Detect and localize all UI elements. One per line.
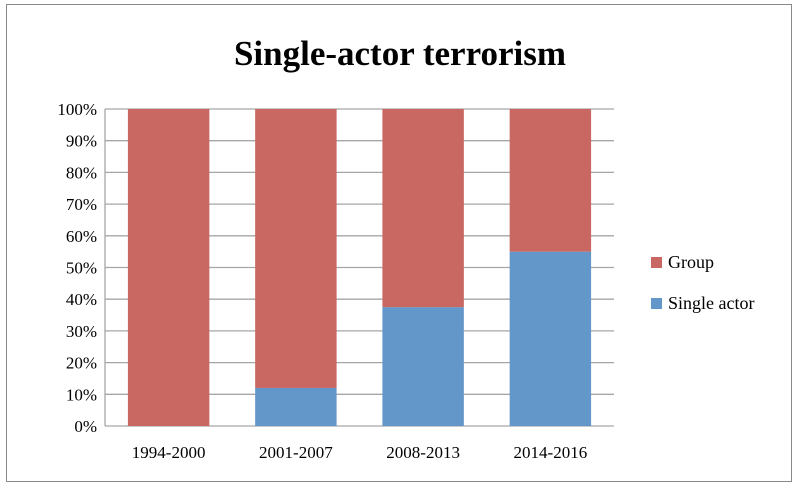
chart-frame: [6, 4, 792, 482]
legend-swatch-single-actor: [651, 298, 662, 309]
bar-single-actor: [509, 251, 592, 426]
y-tick-label: 40%: [66, 290, 97, 309]
y-tick-label: 10%: [66, 385, 97, 404]
bar-group: [255, 109, 337, 388]
bar-group: [127, 109, 210, 426]
x-tick-label: 1994-2000: [132, 443, 206, 462]
bar-group: [509, 109, 592, 252]
legend-item-group: Group: [651, 252, 714, 273]
y-tick-label: 50%: [66, 259, 97, 278]
y-tick-label: 100%: [57, 100, 97, 119]
chart-title: Single-actor terrorism: [233, 34, 567, 73]
x-tick-label: 2001-2007: [259, 443, 333, 462]
y-tick-label: 20%: [66, 354, 97, 373]
y-tick-label: 30%: [66, 322, 97, 341]
x-tick-label: 2008-2013: [386, 443, 460, 462]
legend-item-single-actor: Single actor: [651, 293, 754, 314]
bar-group: [382, 109, 464, 308]
legend-label-single-actor: Single actor: [668, 293, 755, 313]
y-tick-label: 60%: [66, 227, 97, 246]
legend-label-group: Group: [668, 252, 714, 272]
x-tick-label: 2014-2016: [514, 443, 588, 462]
bar-single-actor: [382, 307, 464, 426]
legend-swatch-group: [651, 257, 662, 268]
bar-single-actor: [255, 387, 337, 426]
y-tick-label: 0%: [74, 417, 97, 436]
y-tick-label: 90%: [66, 132, 97, 151]
y-tick-label: 70%: [66, 195, 97, 214]
y-tick-label: 80%: [66, 163, 97, 182]
